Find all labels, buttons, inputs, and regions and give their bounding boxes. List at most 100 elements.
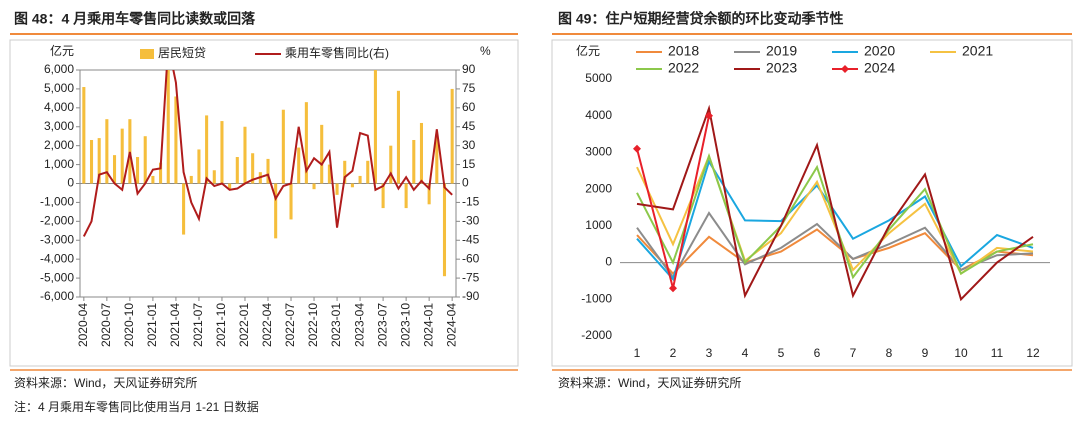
line [636,104,1034,302]
bar [151,175,155,184]
bar [120,128,124,184]
y2-axis-label: % [480,44,491,58]
bar [220,121,224,184]
y-tick-label: 2000 [585,181,612,195]
x-tick-label: 3 [706,346,713,360]
chart-title: 图 49：住户短期经营贷余额的环比变动季节性 [558,11,843,27]
bar [128,119,132,184]
y-tick-label: -1,000 [40,195,74,209]
x-tick-label: 7 [850,346,857,360]
marker [669,284,677,293]
x-tick-label: 2023-07 [375,303,389,347]
x-tick-label: 2023-10 [398,303,412,347]
y2-tick-label: 90 [462,62,476,76]
x-tick-label: 2 [670,346,677,360]
bar [274,183,278,239]
legend-label: 2022 [668,60,699,76]
y-tick-label: -2000 [581,328,612,342]
x-tick-label: 12 [1026,346,1040,360]
x-tick-label: 2024-04 [444,303,458,347]
x-tick-label: 1 [634,346,641,360]
x-tick-label: 9 [922,346,929,360]
y-tick-label: 4,000 [44,100,74,114]
source: 资料来源：Wind，天风证券研究所 [14,375,197,390]
y-tick-label: -2,000 [40,214,74,228]
source: 资料来源：Wind，天风证券研究所 [558,375,741,390]
x-tick-label: 5 [778,346,785,360]
legend-label: 2023 [766,60,797,76]
y-tick-label: 4000 [585,108,612,122]
y-tick-label: 2,000 [44,138,74,152]
y-tick-label: 3000 [585,145,612,159]
legend-swatch [140,49,154,59]
x-tick-label: 2020-07 [99,303,113,347]
y-tick-label: -4,000 [40,251,74,265]
bar [358,175,362,184]
bar [182,183,186,235]
bar [281,109,285,184]
bar [166,70,170,184]
legend-label: 2019 [766,43,797,59]
legend-label: 2018 [668,43,699,59]
bar [419,122,424,184]
bar [235,157,239,184]
marker [705,111,713,120]
x-tick-label: 2024-01 [421,303,435,347]
y-tick-label: 1,000 [44,157,74,171]
bar [327,164,331,184]
bar [143,136,147,184]
legend-label: 2020 [864,43,895,59]
bar [427,183,431,205]
bar [105,119,109,184]
bar [97,138,101,184]
x-tick-label: 2021-01 [145,303,159,347]
line [82,70,453,237]
bar [312,183,316,190]
y2-tick-label: 45 [462,119,476,133]
bar [289,183,293,220]
y-tick-label: -5,000 [40,270,74,284]
bar [251,153,255,184]
legend-label: 乘用车零售同比(右) [285,45,389,60]
bar [389,145,393,184]
bar [450,88,454,184]
bar [136,157,140,184]
bar [266,158,270,184]
bar [350,183,354,188]
bar [396,90,400,184]
y-axis-label: 亿元 [576,43,600,58]
bar [335,183,339,195]
legend-marker [841,65,849,73]
y2-tick-label: 30 [462,138,476,152]
plot [633,104,1034,302]
y2-tick-label: -75 [462,270,480,284]
bar [304,102,308,184]
bar [373,70,377,184]
bar [435,134,439,184]
x-tick-label: 2022-04 [260,303,274,347]
x-tick-label: 11 [991,346,1004,360]
y-tick-label: 3,000 [44,119,74,133]
y-tick-label: 5000 [585,71,612,85]
marker [633,144,641,153]
y2-tick-label: 0 [462,176,469,190]
y-tick-label: -6,000 [40,289,74,303]
y-tick-label: 0 [67,176,74,190]
bar [89,139,94,184]
y2-tick-label: -60 [462,251,480,265]
y2-tick-label: 75 [462,81,476,95]
x-tick-label: 2022-10 [306,303,320,347]
panel-frame [551,39,1073,367]
bar [343,160,347,184]
y2-tick-label: -15 [462,195,480,209]
bar [112,155,117,184]
x-tick-label: 2021-04 [168,303,182,347]
bar [82,87,86,184]
bar [243,126,247,184]
y-tick-label: -1000 [581,291,612,305]
y-tick-label: 1000 [585,218,612,232]
y2-tick-label: -30 [462,214,480,228]
bar [442,183,447,277]
y-tick-label: 5,000 [44,81,74,95]
